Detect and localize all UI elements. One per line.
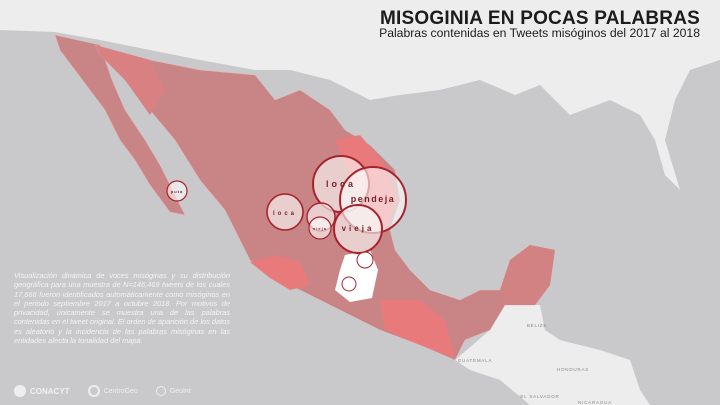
- logo-bar: CONACYT CentroGeo GeoInt: [14, 385, 191, 397]
- bubble-label-vieja-small: vieja: [313, 226, 327, 231]
- page-subtitle: Palabras contenidas en Tweets misóginos …: [379, 26, 700, 40]
- geoint-pin-icon: [155, 386, 166, 396]
- description-text: Visualización dinámica de voces misógina…: [14, 271, 230, 346]
- bubble-small-3[interactable]: [356, 251, 374, 269]
- logo-geoint: GeoInt: [155, 386, 191, 396]
- bubble-loca-west[interactable]: [266, 193, 304, 231]
- label-guatemala: GUATEMALA: [458, 358, 493, 363]
- bubble-label-vieja-east: vieja: [342, 224, 375, 233]
- state-high-jalisco[interactable]: [250, 255, 310, 290]
- logo-centrogeo: CentroGeo: [87, 385, 138, 397]
- bubble-label-puta-baja: puta: [171, 189, 183, 194]
- bubble-label-pendeja: pendeja: [351, 194, 396, 204]
- logo-conacyt: CONACYT: [14, 385, 70, 397]
- label-nicaragua: NICARAGUA: [578, 400, 612, 405]
- usa-land: [0, 0, 720, 190]
- state-high-south[interactable]: [380, 300, 455, 358]
- label-honduras: HONDURAS: [557, 367, 589, 372]
- bubble-small-4[interactable]: [341, 276, 357, 292]
- state-high-yucatan[interactable]: [500, 245, 555, 305]
- bubble-vieja-small[interactable]: [308, 216, 332, 240]
- state-high-sonora[interactable]: [95, 45, 165, 115]
- label-el-salvador: EL SALVADOR: [520, 394, 559, 399]
- bubble-vieja-east[interactable]: [333, 204, 383, 254]
- bubble-label-loca-west: loca: [273, 211, 297, 217]
- centrogeo-logo-icon: [87, 385, 100, 397]
- conacyt-logo-icon: [14, 385, 26, 397]
- label-belize: BELIZE: [527, 323, 547, 328]
- bubble-puta-baja[interactable]: [166, 180, 188, 202]
- page-title: MISOGINIA EN POCAS PALABRAS: [380, 8, 700, 29]
- baja-california[interactable]: [54, 34, 186, 216]
- bubble-label-loca-north: loca: [326, 179, 356, 189]
- central-america-land: [455, 305, 650, 405]
